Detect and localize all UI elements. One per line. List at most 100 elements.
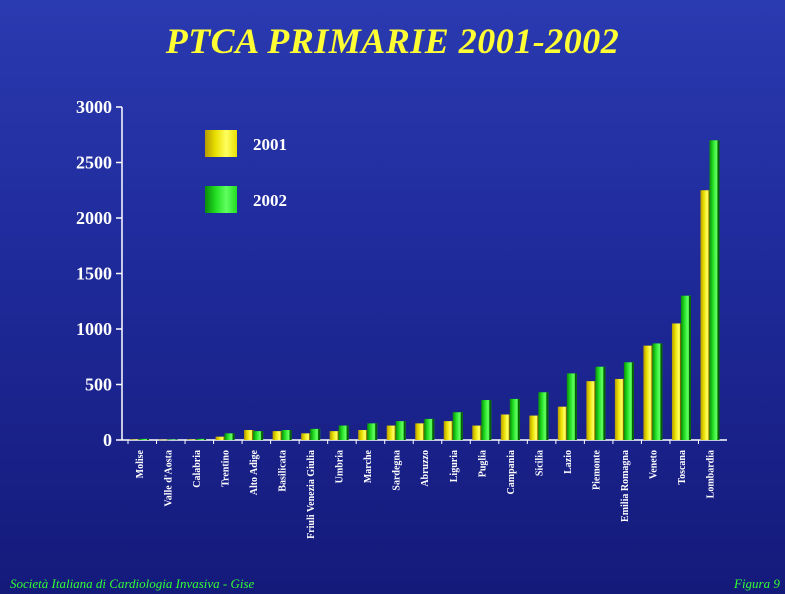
bar-side-2002-9 xyxy=(403,421,406,440)
bar-2001-15 xyxy=(557,406,568,440)
bar-2001-1 xyxy=(158,439,169,441)
bar-side-2002-11 xyxy=(460,412,463,440)
y-tick-label: 500 xyxy=(85,375,112,395)
bar-2002-6 xyxy=(310,428,321,440)
bar-2001-6 xyxy=(301,433,312,440)
bar-2002-15 xyxy=(566,373,577,440)
x-tick-label: Piemonte xyxy=(591,449,602,490)
bar-2001-11 xyxy=(443,421,454,440)
bar-2001-19 xyxy=(671,323,682,440)
bar-2001-10 xyxy=(415,423,426,440)
bar-side-2002-6 xyxy=(318,428,321,440)
bar-2002-8 xyxy=(367,423,378,440)
bar-side-2002-1 xyxy=(175,439,178,440)
bar-2001-17 xyxy=(614,378,625,440)
bar-2002-13 xyxy=(509,398,520,440)
bar-2001-18 xyxy=(643,345,654,440)
x-tick-label: Valle d'Aosta xyxy=(164,450,175,507)
bar-2001-4 xyxy=(244,430,255,440)
bar-2002-17 xyxy=(623,362,634,440)
x-tick-label: Sardegna xyxy=(392,450,403,491)
bar-2002-11 xyxy=(452,412,463,440)
bar-side-2002-15 xyxy=(574,373,577,440)
x-tick-label: Umbria xyxy=(335,450,346,483)
bar-2002-0 xyxy=(139,438,149,440)
bar-2002-19 xyxy=(680,295,691,440)
bar-2002-12 xyxy=(481,400,492,440)
x-tick-label: Marche xyxy=(363,449,374,483)
bar-side-2002-13 xyxy=(517,398,520,440)
bar-2002-2 xyxy=(196,438,207,440)
bar-2001-20 xyxy=(700,190,711,440)
bar-side-2002-7 xyxy=(346,425,349,440)
bar-side-2002-4 xyxy=(261,431,264,440)
y-tick-label: 3000 xyxy=(76,97,112,117)
x-tick-label: Abruzzo xyxy=(420,450,431,487)
bar-side-2002-19 xyxy=(688,295,691,440)
bar-2002-4 xyxy=(253,431,264,440)
x-tick-label: Calabria xyxy=(192,450,203,488)
bar-2002-16 xyxy=(595,366,606,440)
bar-side-2002-2 xyxy=(204,438,207,440)
y-tick-label: 2500 xyxy=(76,153,112,173)
bar-2001-12 xyxy=(472,425,483,440)
x-tick-label: Basilicata xyxy=(278,450,289,492)
x-tick-label: Sicilia xyxy=(534,450,545,476)
x-tick-label: Emilia Romagna xyxy=(620,450,631,522)
bar-2001-7 xyxy=(329,431,340,440)
bar-side-2002-17 xyxy=(631,362,634,440)
bar-side-2002-18 xyxy=(660,343,663,440)
x-tick-label: Liguria xyxy=(449,450,460,482)
bar-2002-9 xyxy=(395,421,406,440)
bar-2001-8 xyxy=(358,430,369,440)
bar-2002-5 xyxy=(281,430,292,440)
bar-2001-9 xyxy=(386,425,397,440)
bar-side-2002-14 xyxy=(546,392,549,440)
bar-2001-2 xyxy=(187,439,198,440)
y-tick-label: 2000 xyxy=(76,208,112,228)
y-tick-label: 1000 xyxy=(76,319,112,339)
chart-title: PTCA PRIMARIE 2001-2002 xyxy=(165,21,620,61)
footer-figure-label: Figura 9 xyxy=(734,576,780,591)
x-tick-label: Campania xyxy=(506,450,517,494)
bar-2002-20 xyxy=(709,140,720,441)
legend-label-2002: 2002 xyxy=(253,191,287,210)
x-tick-label: Alto Adige xyxy=(249,449,260,495)
x-tick-label: Puglia xyxy=(477,450,488,477)
x-tick-label: Lazio xyxy=(563,450,574,474)
bar-side-2002-10 xyxy=(432,418,435,440)
x-tick-label: Toscana xyxy=(677,450,688,485)
x-tick-label: Trentino xyxy=(221,450,232,487)
x-tick-label: Molise xyxy=(135,449,146,478)
bar-side-2002-0 xyxy=(147,438,149,440)
x-tick-label: Veneto xyxy=(648,450,659,479)
x-tick-label: Lombardia xyxy=(705,450,716,498)
bar-2002-14 xyxy=(538,392,549,440)
y-tick-label: 1500 xyxy=(76,264,112,284)
legend-swatch-2002 xyxy=(205,186,237,213)
legend-swatch-2001 xyxy=(205,130,237,157)
y-tick-label: 0 xyxy=(103,430,112,450)
bar-2002-10 xyxy=(424,418,435,440)
bar-side-2002-16 xyxy=(603,366,606,440)
footer-source: Società Italiana di Cardiologia Invasiva… xyxy=(10,576,255,591)
bar-side-2002-3 xyxy=(232,433,235,440)
bar-2002-18 xyxy=(652,343,663,440)
bar-2002-1 xyxy=(167,439,178,440)
x-tick-label: Friuli Venezia Giulia xyxy=(306,450,317,539)
bar-2001-16 xyxy=(586,381,597,440)
bar-side-2002-5 xyxy=(289,430,292,440)
bar-2001-5 xyxy=(272,431,283,440)
bar-2001-0 xyxy=(130,439,140,440)
bar-side-2002-12 xyxy=(489,400,492,440)
bar-side-2002-8 xyxy=(375,423,378,440)
bar-2002-7 xyxy=(338,425,349,440)
bar-2002-3 xyxy=(224,433,235,440)
bar-2001-14 xyxy=(529,415,540,440)
bar-2001-13 xyxy=(500,414,511,440)
bar-2001-3 xyxy=(215,436,226,440)
legend-label-2001: 2001 xyxy=(253,135,287,154)
bar-side-2002-20 xyxy=(717,140,720,441)
